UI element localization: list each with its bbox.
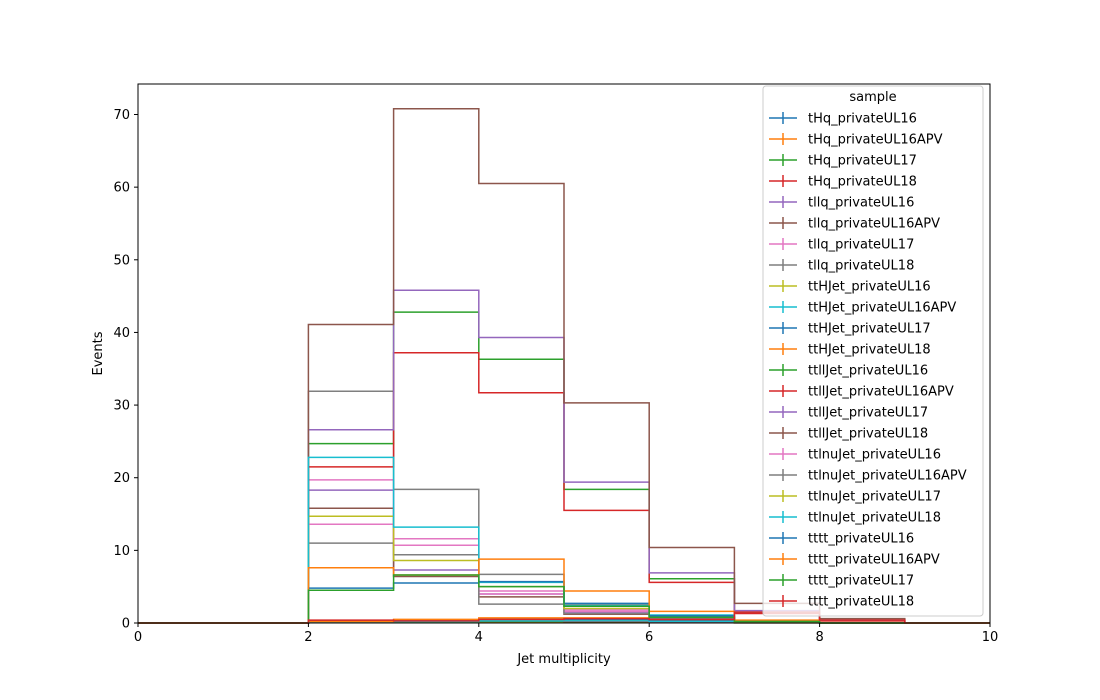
- legend-entry-12: ttllJet_privateUL16: [769, 364, 928, 379]
- legend-entry-16: ttlnuJet_privateUL16: [769, 448, 941, 463]
- x-axis-ticks: 0 2 4 6 8 10: [134, 623, 998, 645]
- x-tick-label-4: 8: [815, 630, 823, 645]
- legend-label-3: tHq_privateUL18: [808, 175, 917, 190]
- legend-label-13: ttllJet_privateUL16APV: [808, 385, 954, 400]
- y-axis-ticks: 0 10 20 30 40 50 60 70: [113, 108, 138, 632]
- legend-entry-0: tHq_privateUL16: [769, 112, 917, 127]
- legend-entries: tHq_privateUL16 tHq_privateUL16APV tHq_pri…: [769, 112, 967, 610]
- legend-label-9: ttHJet_privateUL16APV: [808, 301, 956, 316]
- legend-label-15: ttllJet_privateUL18: [808, 427, 928, 442]
- x-tick-label-2: 4: [475, 630, 483, 645]
- legend-entry-3: tHq_privateUL18: [769, 175, 917, 190]
- legend-label-20: tttt_privateUL16: [808, 532, 914, 547]
- y-tick-label-7: 70: [113, 108, 130, 123]
- legend-entry-23: tttt_privateUL18: [769, 595, 914, 610]
- legend-entry-4: tllq_privateUL16: [769, 196, 914, 211]
- legend-label-19: ttlnuJet_privateUL18: [808, 511, 941, 526]
- legend-entry-20: tttt_privateUL16: [769, 532, 914, 547]
- legend-entry-9: ttHJet_privateUL16APV: [769, 301, 956, 316]
- legend-label-22: tttt_privateUL17: [808, 574, 914, 589]
- legend: sample tHq_privateUL16 tHq_privateUL16APV…: [762, 85, 984, 617]
- legend-label-6: tllq_privateUL17: [808, 238, 914, 253]
- legend-label-5: tllq_privateUL16APV: [808, 217, 940, 232]
- x-tick-label-1: 2: [304, 630, 312, 645]
- legend-label-18: ttlnuJet_privateUL17: [808, 490, 941, 505]
- legend-entry-21: tttt_privateUL16APV: [769, 553, 940, 568]
- legend-entry-17: ttlnuJet_privateUL16APV: [769, 469, 967, 484]
- plot-frame: [137, 83, 991, 624]
- legend-label-8: ttHJet_privateUL16: [808, 280, 931, 295]
- legend-label-0: tHq_privateUL16: [808, 112, 917, 127]
- legend-label-12: ttllJet_privateUL16: [808, 364, 928, 379]
- legend-entry-19: ttlnuJet_privateUL18: [769, 511, 941, 526]
- y-tick-label-2: 20: [113, 471, 130, 486]
- x-tick-label-0: 0: [134, 630, 142, 645]
- legend-entry-2: tHq_privateUL17: [769, 154, 917, 169]
- legend-label-21: tttt_privateUL16APV: [808, 553, 940, 568]
- y-tick-label-0: 0: [122, 617, 130, 632]
- series-step-23: [138, 611, 990, 624]
- legend-label-7: tllq_privateUL18: [808, 259, 914, 274]
- legend-entry-8: ttHJet_privateUL16: [769, 280, 931, 295]
- x-tick-label-5: 10: [982, 630, 999, 645]
- x-tick-label-3: 6: [645, 630, 653, 645]
- y-tick-label-4: 40: [113, 326, 130, 341]
- legend-entry-11: ttHJet_privateUL18: [769, 343, 931, 358]
- legend-entry-6: tllq_privateUL17: [769, 238, 914, 253]
- legend-entry-22: tttt_privateUL17: [769, 574, 914, 589]
- y-tick-label-6: 60: [113, 181, 130, 196]
- legend-label-14: ttllJet_privateUL17: [808, 406, 928, 421]
- legend-label-4: tllq_privateUL16: [808, 196, 914, 211]
- y-tick-label-5: 50: [113, 253, 130, 268]
- legend-entry-13: ttllJet_privateUL16APV: [769, 385, 954, 400]
- legend-entry-14: ttllJet_privateUL17: [769, 406, 928, 421]
- series-step-22: [138, 574, 990, 624]
- legend-label-11: ttHJet_privateUL18: [808, 343, 931, 358]
- legend-entry-1: tHq_privateUL16APV: [769, 133, 943, 148]
- legend-entry-7: tllq_privateUL18: [769, 259, 914, 274]
- legend-label-16: ttlnuJet_privateUL16: [808, 448, 941, 463]
- legend-label-2: tHq_privateUL17: [808, 154, 917, 169]
- legend-entry-5: tllq_privateUL16APV: [769, 217, 940, 232]
- y-axis-title: Events: [91, 331, 106, 375]
- y-tick-label-1: 10: [113, 544, 130, 559]
- legend-label-23: tttt_privateUL18: [808, 595, 914, 610]
- legend-entry-18: ttlnuJet_privateUL17: [769, 490, 941, 505]
- legend-label-10: ttHJet_privateUL17: [808, 322, 931, 337]
- legend-label-17: ttlnuJet_privateUL16APV: [808, 469, 967, 484]
- legend-box: [762, 85, 984, 617]
- legend-title: sample: [849, 90, 896, 105]
- x-axis-title: Jet multiplicity: [516, 652, 611, 667]
- y-tick-label-3: 30: [113, 399, 130, 414]
- legend-entry-15: ttllJet_privateUL18: [769, 427, 928, 442]
- legend-label-1: tHq_privateUL16APV: [808, 133, 943, 148]
- legend-entry-10: ttHJet_privateUL17: [769, 322, 931, 337]
